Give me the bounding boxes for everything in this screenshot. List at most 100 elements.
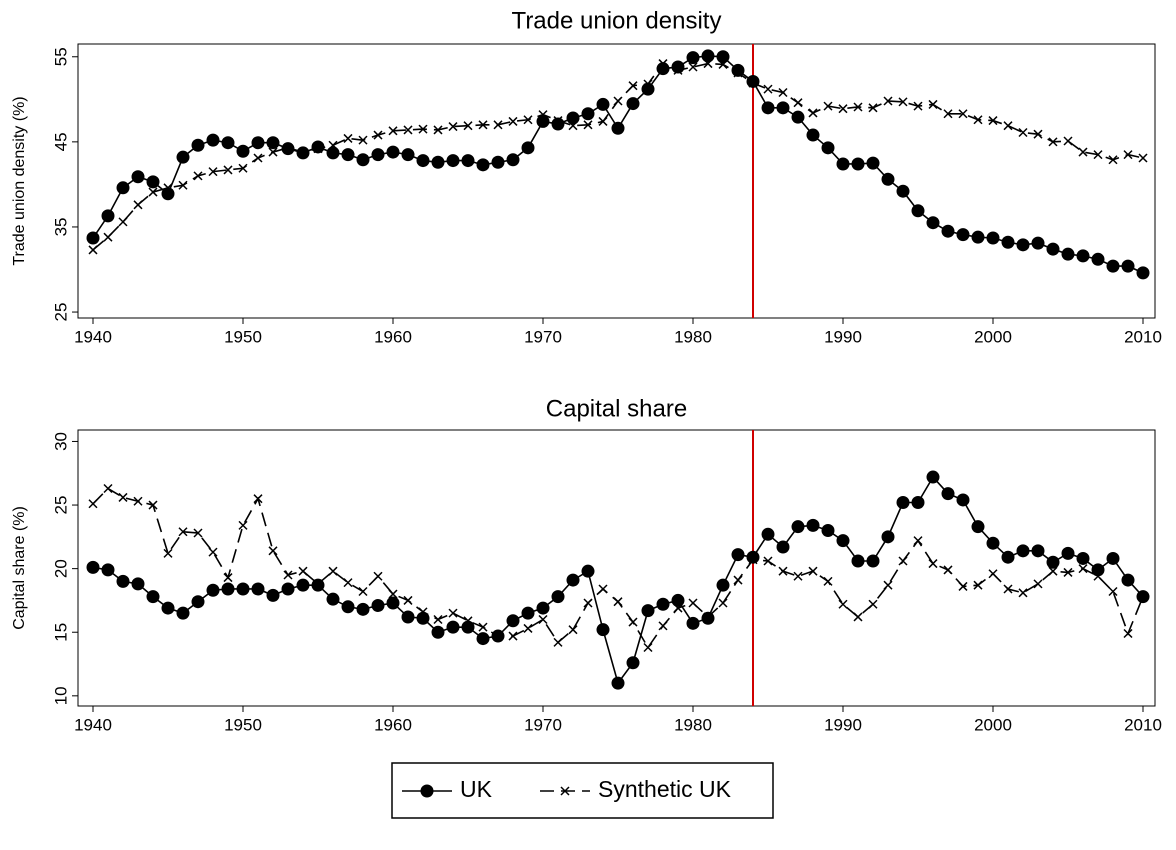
point-marker	[236, 144, 250, 158]
point-marker	[1003, 121, 1013, 131]
point-marker	[643, 79, 653, 89]
point-marker	[628, 617, 638, 627]
point-marker	[476, 158, 490, 172]
point-marker	[148, 187, 158, 197]
point-marker	[658, 59, 668, 69]
point-marker	[446, 154, 460, 168]
point-marker	[238, 520, 248, 530]
point-marker	[596, 623, 610, 637]
point-marker	[1063, 567, 1073, 577]
point-marker	[613, 597, 623, 607]
point-marker	[1048, 137, 1058, 147]
point-marker	[343, 578, 353, 588]
point-marker	[463, 616, 473, 626]
point-marker	[476, 632, 490, 646]
point-marker	[1138, 592, 1148, 602]
point-marker	[238, 163, 248, 173]
point-marker	[403, 125, 413, 135]
point-marker	[778, 87, 788, 98]
point-marker	[223, 165, 233, 175]
point-marker	[328, 566, 338, 576]
point-marker	[776, 101, 790, 115]
point-marker	[433, 125, 443, 135]
point-marker	[461, 620, 475, 634]
point-marker	[778, 566, 788, 576]
point-marker	[191, 138, 205, 152]
point-marker	[821, 141, 835, 155]
point-marker	[551, 590, 565, 604]
x-tick-label: 1940	[74, 715, 112, 734]
point-marker	[748, 78, 758, 88]
point-marker	[298, 147, 308, 157]
point-marker	[161, 601, 175, 615]
point-marker	[643, 642, 653, 653]
point-marker	[913, 101, 923, 111]
point-marker	[718, 598, 728, 608]
point-marker	[146, 590, 160, 604]
x-tick-label: 1950	[224, 715, 262, 734]
point-marker	[388, 126, 398, 136]
point-marker	[553, 116, 563, 126]
x-tick-label: 1960	[374, 327, 412, 346]
x-tick-label: 1990	[824, 327, 862, 346]
y-axis-label: Trade union density (%)	[11, 96, 28, 265]
point-marker	[836, 157, 850, 171]
point-marker	[868, 103, 878, 113]
point-marker	[883, 580, 893, 590]
point-marker	[176, 606, 190, 620]
legend-label: Synthetic UK	[598, 776, 732, 802]
point-marker	[973, 580, 983, 590]
point-marker	[523, 623, 533, 633]
point-marker	[493, 120, 503, 130]
point-marker	[688, 598, 698, 608]
point-marker	[358, 135, 368, 145]
point-marker	[838, 104, 848, 114]
point-marker	[673, 65, 683, 75]
point-marker	[478, 622, 488, 632]
point-marker	[1106, 259, 1120, 273]
point-marker	[808, 108, 818, 118]
point-marker	[958, 109, 968, 119]
point-marker	[566, 573, 580, 587]
point-marker	[1001, 235, 1015, 249]
point-marker	[926, 470, 940, 484]
point-marker	[881, 172, 895, 186]
x-tick-label: 1970	[524, 715, 562, 734]
point-marker	[416, 154, 430, 168]
point-marker	[433, 614, 443, 625]
point-marker	[853, 102, 863, 112]
point-marker	[823, 101, 833, 111]
legend-label: UK	[460, 776, 493, 802]
point-marker	[343, 133, 353, 143]
point-marker	[656, 597, 670, 611]
point-marker	[538, 614, 548, 625]
point-marker	[671, 60, 685, 74]
point-marker	[431, 155, 445, 169]
point-marker	[101, 563, 115, 577]
y-tick-label: 25	[51, 303, 70, 322]
point-marker	[461, 154, 475, 168]
series-line	[92, 55, 1144, 274]
point-marker	[1093, 150, 1103, 160]
point-marker	[251, 136, 265, 150]
point-marker	[1046, 242, 1060, 256]
point-marker	[823, 576, 833, 586]
point-marker	[206, 583, 220, 597]
x-tick-label: 1950	[224, 327, 262, 346]
point-marker	[1121, 573, 1135, 587]
point-marker	[1076, 551, 1090, 565]
point-marker	[478, 120, 488, 130]
point-marker	[1108, 155, 1118, 165]
point-marker	[326, 592, 340, 606]
point-marker	[1003, 584, 1013, 594]
point-marker	[568, 625, 578, 635]
point-marker	[688, 62, 698, 72]
point-marker	[583, 598, 593, 608]
x-tick-label: 2010	[1124, 327, 1162, 346]
point-marker	[131, 170, 145, 184]
point-marker	[133, 496, 143, 506]
point-marker	[1016, 238, 1030, 252]
point-marker	[221, 582, 235, 596]
legend-marker	[560, 786, 570, 796]
